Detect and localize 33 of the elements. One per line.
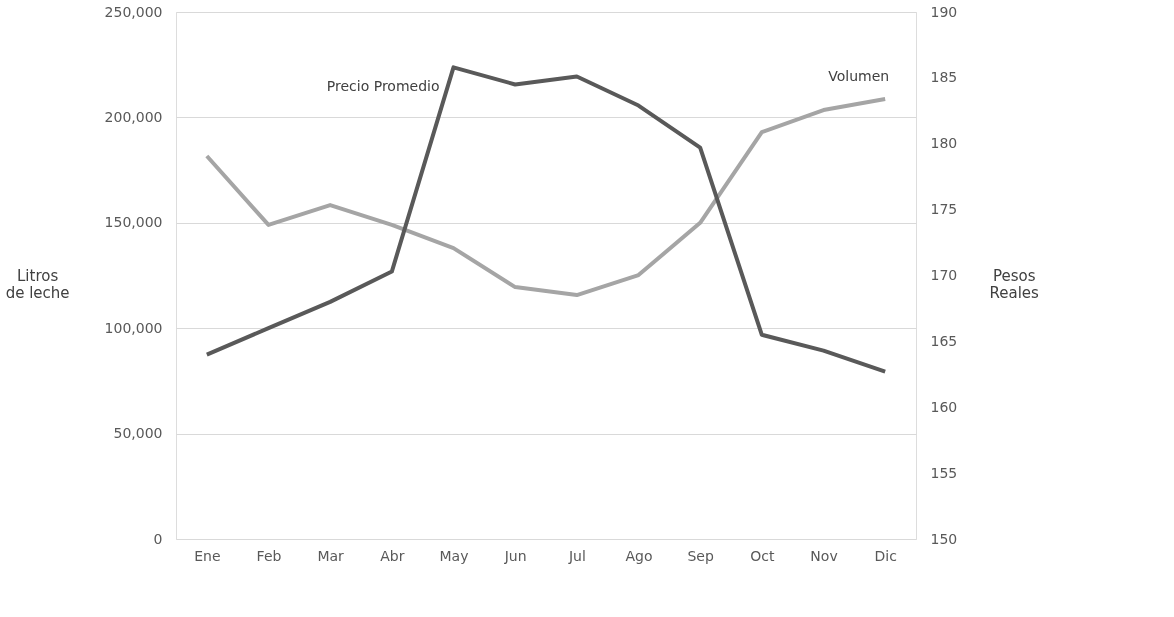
y2-axis-title: Pesos Reales — [989, 267, 1040, 302]
x-tick-label: Abr — [380, 547, 405, 564]
y2-tick-label: 165 — [930, 332, 958, 349]
y-tick-label: 50,000 — [113, 425, 163, 442]
line-series — [204, 65, 888, 374]
y-tick-label: 0 — [153, 530, 163, 547]
x-tick-label: Ago — [625, 547, 653, 564]
y-tick-label: 100,000 — [104, 319, 163, 336]
y-axis-title: Litros de leche — [5, 267, 70, 302]
series-label: Volumen — [828, 68, 890, 85]
y2-tick-label: 175 — [930, 201, 958, 218]
x-tick-label: Mar — [317, 547, 345, 564]
y-tick-label: 200,000 — [104, 108, 163, 125]
x-tick-label: Feb — [256, 547, 282, 564]
y2-tick-label: 155 — [930, 464, 958, 481]
x-tick-label: May — [439, 547, 469, 564]
x-tick-label: Sep — [687, 547, 714, 564]
y-tick-label: 150,000 — [104, 214, 163, 231]
x-tick-label: Dic — [874, 547, 897, 564]
y2-tick-label: 190 — [930, 3, 958, 20]
line-series — [204, 97, 888, 298]
y2-tick-label: 160 — [930, 398, 958, 415]
y-tick-label: 250,000 — [104, 3, 163, 20]
x-tick-label: Oct — [750, 547, 775, 564]
x-tick-label: Jun — [503, 547, 527, 564]
y2-tick-label: 170 — [930, 267, 958, 283]
x-tick-label: Ene — [194, 547, 221, 564]
y2-tick-label: 185 — [930, 69, 958, 86]
y2-tick-label: 150 — [930, 530, 958, 547]
x-tick-label: Jul — [567, 547, 586, 564]
series-label: Precio Promedio — [326, 78, 440, 95]
y2-tick-label: 180 — [930, 135, 958, 152]
x-tick-label: Nov — [810, 547, 838, 564]
